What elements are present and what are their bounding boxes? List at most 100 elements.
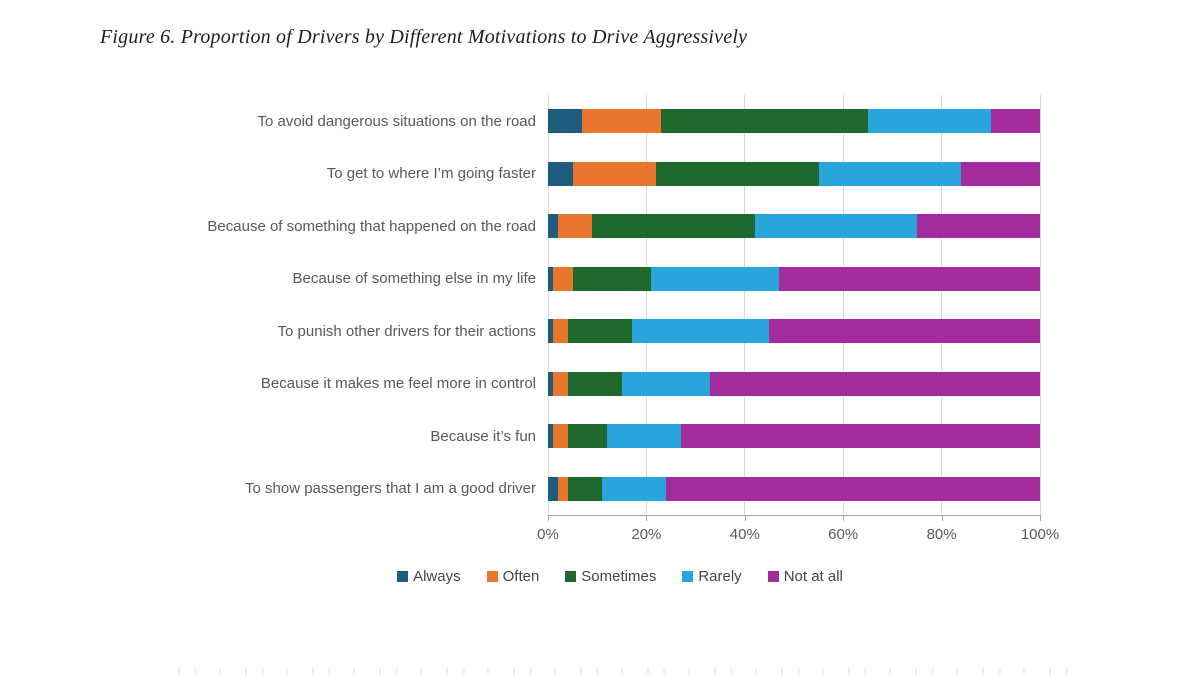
bar-segment-not-at-all [710, 371, 1040, 396]
bar-segment-sometimes [572, 266, 652, 291]
axis-tick [744, 516, 746, 521]
gridline [842, 95, 844, 515]
chart-legend: Always Often Sometimes Rarely Not at all [100, 565, 1140, 587]
category-label: To avoid dangerous situations on the roa… [257, 112, 536, 130]
chart-row: Because of something that happened on th… [100, 200, 1041, 253]
bar-segment-not-at-all [680, 424, 1040, 449]
gridline [744, 95, 746, 515]
bar-segment-sometimes [592, 214, 755, 239]
category-label: Because it’s fun [430, 427, 536, 445]
gridline [1039, 95, 1041, 515]
legend-label: Not at all [783, 567, 843, 585]
x-tick-label: 80% [926, 526, 957, 543]
axis-tick [646, 516, 648, 521]
chart-row: Because it’s fun [100, 410, 1041, 463]
bar-segment-rarely [631, 319, 770, 344]
gridline [941, 95, 943, 515]
bar-area [548, 266, 1040, 291]
bar-segment-always [548, 319, 553, 344]
legend-label: Always [413, 567, 461, 585]
bar-segment-not-at-all [769, 319, 1040, 344]
bar-segment-sometimes [656, 161, 819, 186]
bar-segment-sometimes [567, 319, 632, 344]
category-label: Because it makes me feel more in control [260, 375, 536, 393]
category-label: To punish other drivers for their action… [277, 322, 536, 340]
bar-area [548, 476, 1040, 501]
category-label: Because of something else in my life [292, 270, 536, 288]
bar-area [548, 424, 1040, 449]
x-axis-tick-labels: 0% 20% 40% 60% 80% 100% [537, 526, 1059, 546]
axis-tick [548, 516, 549, 521]
x-tick-label: 60% [828, 526, 859, 543]
bar-area [548, 319, 1040, 344]
bar-segment-sometimes [567, 424, 608, 449]
x-tick-label: 100% [1020, 526, 1060, 543]
stacked-bar [548, 109, 1040, 134]
bar-segment-often [552, 319, 568, 344]
gridline [645, 95, 647, 515]
bar-segment-often [552, 424, 568, 449]
x-tick-label: 40% [729, 526, 760, 543]
legend-item: Always [397, 568, 461, 585]
bar-segment-not-at-all [990, 109, 1040, 134]
cutoff-text-line [178, 668, 1078, 675]
legend-label: Often [502, 567, 540, 585]
bar-segment-rarely [867, 109, 991, 134]
bar-area [548, 371, 1040, 396]
stacked-bar [548, 424, 1040, 449]
bar-segment-rarely [621, 371, 711, 396]
figure-title: Figure 6. Proportion of Drivers by Diffe… [100, 26, 748, 48]
bar-segment-always [548, 424, 553, 449]
bar-segment-often [552, 371, 568, 396]
chart-row: To show passengers that I am a good driv… [100, 463, 1041, 516]
bar-segment-sometimes [661, 109, 868, 134]
bar-segment-often [582, 109, 662, 134]
bar-segment-often [557, 476, 568, 501]
bar-segment-not-at-all [916, 214, 1040, 239]
legend-label: Sometimes [581, 567, 657, 585]
stacked-bar [548, 161, 1040, 186]
bar-segment-sometimes [567, 371, 622, 396]
legend-swatch-icon [682, 570, 694, 582]
x-tick-label: 20% [631, 526, 662, 543]
stacked-bar [548, 266, 1040, 291]
bar-segment-not-at-all [779, 266, 1040, 291]
bar-segment-not-at-all [666, 476, 1040, 501]
bar-segment-sometimes [567, 476, 603, 501]
bar-segment-rarely [651, 266, 780, 291]
stacked-bar [548, 371, 1040, 396]
bar-area [548, 109, 1040, 134]
legend-item: Often [486, 567, 540, 585]
bar-segment-always [548, 476, 558, 501]
chart-row: To get to where I’m going faster [100, 148, 1041, 201]
bar-segment-always [548, 214, 558, 239]
axis-tick [843, 516, 845, 521]
stacked-bar [548, 214, 1040, 239]
bar-segment-rarely [607, 424, 681, 449]
bar-segment-always [548, 266, 553, 291]
bar-segment-always [548, 161, 573, 186]
legend-label: Rarely [698, 567, 742, 585]
legend-item: Sometimes [565, 568, 656, 585]
chart-row: Because it makes me feel more in control [100, 358, 1041, 411]
category-label: To get to where I’m going faster [326, 165, 536, 183]
bar-segment-always [548, 109, 583, 134]
bar-segment-always [548, 371, 553, 396]
legend-item: Rarely [682, 567, 742, 585]
legend-item: Not at all [767, 567, 843, 585]
x-axis-line [548, 515, 1041, 516]
bar-segment-often [572, 161, 657, 186]
axis-tick [941, 516, 943, 521]
legend-swatch-icon [767, 570, 779, 582]
legend-swatch-icon [565, 570, 577, 582]
legend-swatch-icon [486, 570, 498, 582]
bar-segment-often [557, 214, 593, 239]
chart-row: Because of something else in my life [100, 253, 1041, 306]
legend-swatch-icon [397, 570, 409, 582]
bar-segment-rarely [602, 476, 667, 501]
bar-segment-rarely [818, 161, 962, 186]
x-tick-label: 0% [537, 526, 559, 543]
stacked-bar [548, 319, 1040, 344]
bar-segment-often [552, 266, 573, 291]
